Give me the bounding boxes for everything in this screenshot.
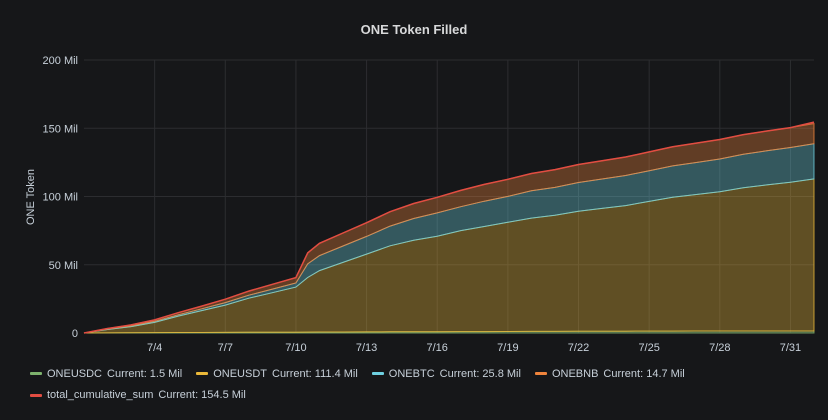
legend-series-name: ONEUSDT (213, 367, 267, 380)
y-tick-label: 150 Mil (43, 123, 78, 135)
chart-legend: ONEUSDC Current: 1.5 Mil ONEUSDT Current: 1… (30, 362, 820, 405)
x-tick-label: 7/25 (638, 342, 659, 354)
legend-swatch (30, 393, 42, 397)
chart-title: ONE Token Filled (360, 22, 468, 37)
x-tick-label: 7/31 (780, 342, 801, 354)
line-total-cumulative-sum[interactable] (83, 121, 815, 334)
y-tick-label: 50 Mil (49, 260, 78, 272)
legend-item-onebnb[interactable]: ONEBNB Current: 14.7 Mil (534, 364, 685, 384)
legend-current-value: Current: 111.4 Mil (272, 367, 358, 380)
x-tick-label: 7/28 (709, 342, 730, 354)
x-tick-label: 7/13 (356, 342, 377, 354)
legend-series-name: ONEUSDC (47, 367, 103, 380)
series-areas (83, 121, 815, 334)
legend-series-name: ONEBTC (388, 367, 435, 380)
legend-swatch (534, 372, 547, 375)
legend-current-value: Current: 14.7 Mil (603, 367, 685, 380)
y-tick-label: 200 Mil (43, 55, 78, 67)
legend-current-value: Current: 25.8 Mil (439, 367, 521, 380)
x-tick-label: 7/19 (497, 342, 518, 354)
legend-current-value: Current: 1.5 Mil (107, 367, 183, 380)
legend-swatch (30, 372, 42, 375)
legend-swatch (371, 372, 384, 375)
legend-series-name: ONEBNB (551, 367, 599, 380)
legend-item-oneusdt[interactable]: ONEUSDT Current: 111.4 Mil (196, 364, 358, 384)
legend-item-onebtc[interactable]: ONEBTC Current: 25.8 Mil (371, 364, 521, 384)
x-tick-label: 7/7 (218, 342, 233, 354)
legend-swatch (196, 372, 209, 375)
legend-item-oneusdc[interactable]: ONEUSDC Current: 1.5 Mil (30, 364, 182, 384)
x-axis: 7/4 7/7 7/10 7/13 7/16 7/19 7/22 7/25 7/28 7/31 (147, 342, 801, 354)
y-tick-label: 0 (72, 328, 78, 340)
legend-current-value: Current: 154.5 Mil (158, 389, 246, 401)
y-tick-label: 100 Mil (43, 192, 78, 204)
y-axis-label: ONE Token (25, 169, 37, 225)
x-tick-label: 7/22 (568, 342, 589, 354)
y-axis: 0 50 Mil 100 Mil 150 Mil 200 Mil (43, 55, 78, 340)
legend-series-name: total_cumulative_sum (47, 389, 154, 401)
x-tick-label: 7/4 (147, 342, 162, 354)
legend-item-total_cumulative_sum[interactable]: total_cumulative_sum Current: 154.5 Mil (30, 385, 246, 405)
x-tick-label: 7/10 (285, 342, 306, 354)
x-tick-label: 7/16 (427, 342, 448, 354)
